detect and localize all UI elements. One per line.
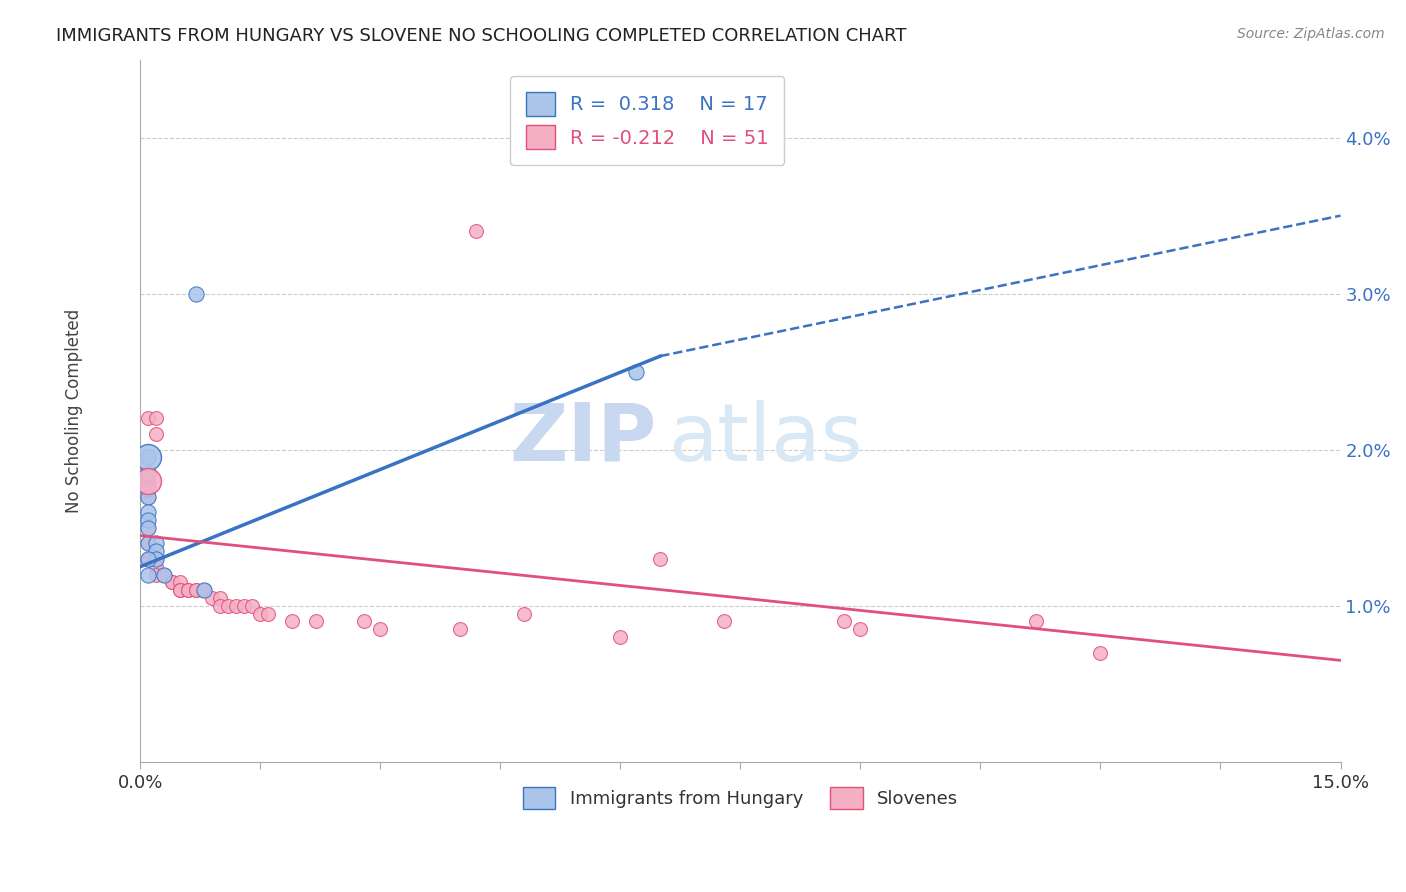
Point xyxy=(145,552,167,566)
Point xyxy=(849,622,872,636)
Point xyxy=(136,411,159,425)
Point xyxy=(145,552,167,566)
Point xyxy=(145,411,167,425)
Point xyxy=(153,567,176,582)
Point xyxy=(136,490,159,504)
Point xyxy=(834,615,856,629)
Point xyxy=(136,466,159,480)
Point xyxy=(145,567,167,582)
Point xyxy=(233,599,256,613)
Text: Source: ZipAtlas.com: Source: ZipAtlas.com xyxy=(1237,27,1385,41)
Point xyxy=(465,224,488,238)
Point xyxy=(1025,615,1047,629)
Point xyxy=(186,583,208,598)
Point xyxy=(160,575,183,590)
Point xyxy=(136,552,159,566)
Text: IMMIGRANTS FROM HUNGARY VS SLOVENE NO SCHOOLING COMPLETED CORRELATION CHART: IMMIGRANTS FROM HUNGARY VS SLOVENE NO SC… xyxy=(56,27,907,45)
Text: atlas: atlas xyxy=(668,400,863,478)
Point xyxy=(136,474,159,488)
Point xyxy=(136,513,159,527)
Point xyxy=(153,567,176,582)
Point xyxy=(257,607,280,621)
Point xyxy=(136,505,159,519)
Point xyxy=(209,599,232,613)
Point xyxy=(353,615,375,629)
Point xyxy=(136,521,159,535)
Point xyxy=(249,607,271,621)
Point xyxy=(193,583,215,598)
Point xyxy=(136,552,159,566)
Point xyxy=(136,490,159,504)
Point xyxy=(240,599,263,613)
Point xyxy=(145,559,167,574)
Point xyxy=(169,583,191,598)
Point xyxy=(169,583,191,598)
Text: ZIP: ZIP xyxy=(509,400,657,478)
Point xyxy=(153,567,176,582)
Point xyxy=(225,599,247,613)
Point xyxy=(186,583,208,598)
Point xyxy=(281,615,304,629)
Point xyxy=(136,567,159,582)
Point xyxy=(217,599,239,613)
Point xyxy=(136,536,159,550)
Point xyxy=(305,615,328,629)
Point xyxy=(713,615,735,629)
Point xyxy=(153,567,176,582)
Point xyxy=(169,575,191,590)
Text: No Schooling Completed: No Schooling Completed xyxy=(65,309,83,513)
Point xyxy=(201,591,224,605)
Point xyxy=(650,552,672,566)
Point xyxy=(145,536,167,550)
Point xyxy=(145,544,167,558)
Point xyxy=(193,583,215,598)
Point xyxy=(136,536,159,550)
Point xyxy=(193,583,215,598)
Point xyxy=(609,630,631,644)
Point xyxy=(177,583,200,598)
Point xyxy=(136,536,159,550)
Point xyxy=(209,591,232,605)
Legend: Immigrants from Hungary, Slovenes: Immigrants from Hungary, Slovenes xyxy=(516,780,966,816)
Point xyxy=(186,286,208,301)
Point xyxy=(136,521,159,535)
Point xyxy=(1090,646,1112,660)
Point xyxy=(145,552,167,566)
Point xyxy=(449,622,471,636)
Point xyxy=(136,482,159,496)
Point xyxy=(145,427,167,442)
Point xyxy=(626,365,648,379)
Point xyxy=(513,607,536,621)
Point xyxy=(136,450,159,465)
Point xyxy=(177,583,200,598)
Point xyxy=(368,622,391,636)
Point xyxy=(136,474,159,488)
Point xyxy=(160,575,183,590)
Point xyxy=(136,450,159,465)
Point xyxy=(136,552,159,566)
